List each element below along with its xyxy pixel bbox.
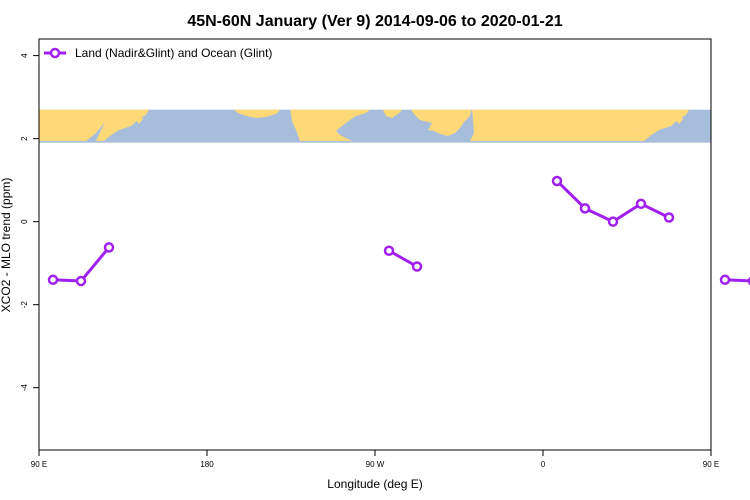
data-point xyxy=(551,175,563,187)
data-point xyxy=(411,261,423,272)
data-point xyxy=(103,242,115,253)
x-tick-label: 90 E xyxy=(31,460,47,469)
map-land-europe xyxy=(411,109,472,136)
legend: Land (Nadir&Glint) and Ocean (Glint) xyxy=(44,46,272,60)
x-axis-label: Longitude (deg E) xyxy=(327,477,422,491)
x-tick-label: 90 E xyxy=(703,460,719,469)
series-line xyxy=(388,249,418,268)
series-line xyxy=(724,278,750,283)
y-axis: -4 -2 0 2 4 xyxy=(20,53,39,391)
map-land-greenland xyxy=(382,109,403,118)
y-tick-label: 4 xyxy=(20,53,29,58)
series-layer xyxy=(47,175,750,287)
data-point xyxy=(383,245,395,256)
y-tick-label: -4 xyxy=(20,384,29,392)
legend-marker xyxy=(49,47,61,59)
data-point xyxy=(663,212,675,223)
x-tick-label: 0 xyxy=(541,460,546,469)
y-axis-label: XCO2 - MLO trend (ppm) xyxy=(0,178,13,313)
world-map-strip xyxy=(39,109,711,143)
map-land-alaska xyxy=(233,109,281,118)
data-point xyxy=(75,275,87,287)
map-land-japan-repeat xyxy=(676,115,683,124)
map-land-asia-east-repeat xyxy=(620,109,690,141)
x-tick-label: 180 xyxy=(200,460,214,469)
data-point xyxy=(579,203,591,214)
x-axis: 90 E 180 90 W 0 90 E xyxy=(31,450,719,469)
map-land-asia-east xyxy=(96,109,150,141)
series-line xyxy=(555,179,670,224)
y-tick-label: 0 xyxy=(20,219,29,224)
data-point xyxy=(47,274,59,286)
data-point xyxy=(607,216,619,227)
legend-entry-label: Land (Nadir&Glint) and Ocean (Glint) xyxy=(75,46,272,60)
data-point xyxy=(635,198,647,210)
y-tick-label: -2 xyxy=(20,301,29,309)
x-tick-label: 90 W xyxy=(366,460,385,469)
y-tick-label: 2 xyxy=(20,136,29,141)
map-land-north-america xyxy=(290,109,371,141)
data-point xyxy=(719,274,731,286)
map-land-asia-west-repeat xyxy=(470,109,652,141)
chart-title: 45N-60N January (Ver 9) 2014-09-06 to 20… xyxy=(187,13,562,30)
map-land-japan xyxy=(136,115,143,124)
map-land xyxy=(39,109,690,141)
plot-frame xyxy=(38,38,712,451)
map-land-asia-west xyxy=(39,109,112,141)
